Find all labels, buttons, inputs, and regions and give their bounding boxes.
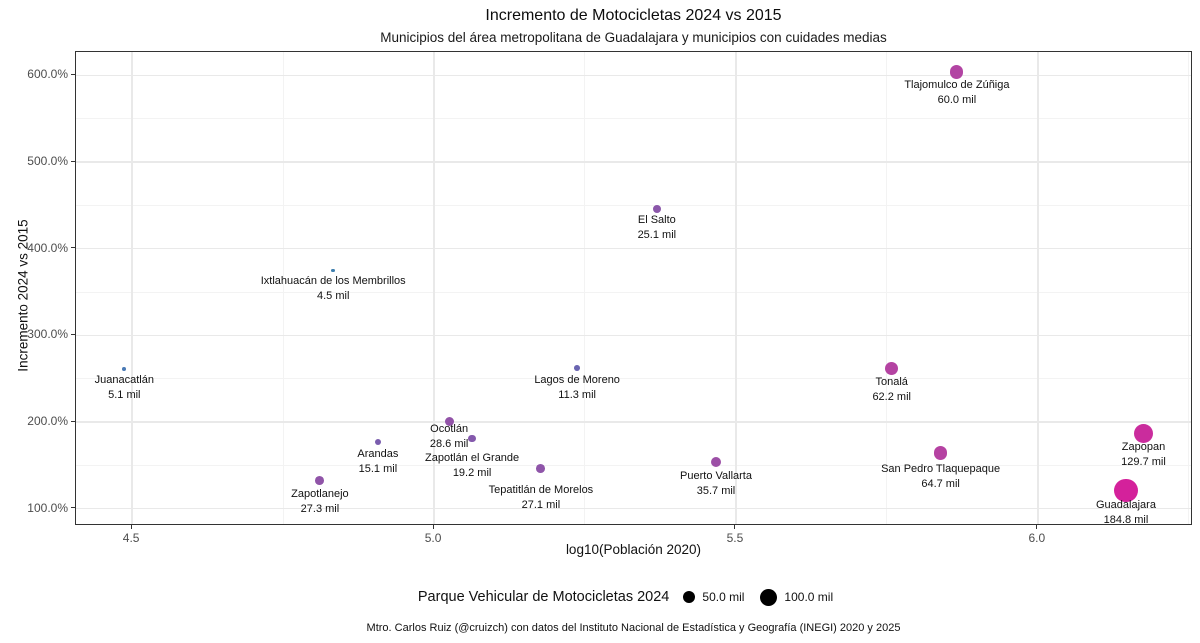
- point-name-label: Juanacatlán: [94, 374, 154, 387]
- gridline-x-minor: [886, 52, 888, 524]
- point-name-label: Arandas: [357, 448, 399, 461]
- gridline-x-major: [1037, 52, 1039, 524]
- gridline-x-major: [433, 52, 435, 524]
- gridline-y-major: [76, 421, 1191, 423]
- data-point: [950, 65, 964, 79]
- legend-size-dot: [683, 590, 696, 603]
- data-point: [468, 434, 476, 443]
- y-axis-tick: [71, 247, 75, 249]
- y-axis-tick: [71, 160, 75, 162]
- point-name-label: Puerto Vallarta: [680, 469, 752, 482]
- point-value-label: 184.8 mil: [1103, 514, 1149, 527]
- point-name-label: Tlajomulco de Zúñiga: [904, 78, 1010, 91]
- point-value-label: 5.1 mil: [108, 389, 141, 402]
- point-value-label: 60.0 mil: [937, 93, 977, 106]
- point-value-label: 27.1 mil: [521, 499, 561, 512]
- point-value-label: 129.7 mil: [1121, 455, 1166, 468]
- data-point: [933, 446, 948, 461]
- point-value-label: 19.2 mil: [452, 467, 492, 480]
- legend-size-label: 100.0 mil: [784, 590, 834, 604]
- point-value-label: 28.6 mil: [429, 437, 469, 450]
- gridline-y-minor: [76, 378, 1191, 380]
- data-point: [710, 456, 722, 467]
- x-tick-label: 5.5: [726, 531, 744, 545]
- point-value-label: 25.1 mil: [637, 229, 677, 242]
- x-axis-tick: [130, 525, 132, 529]
- point-name-label: Zapotlán el Grande: [424, 452, 520, 465]
- point-value-label: 35.7 mil: [696, 484, 736, 497]
- y-tick-label: 200.0%: [27, 414, 68, 428]
- data-point: [444, 416, 454, 426]
- data-point: [536, 464, 546, 474]
- gridline-y-minor: [76, 291, 1191, 293]
- y-axis-tick: [71, 507, 75, 509]
- x-tick-label: 6.0: [1028, 531, 1046, 545]
- point-name-label: El Salto: [637, 214, 676, 227]
- gridline-x-minor: [282, 52, 284, 524]
- gridline-y-minor: [76, 464, 1191, 466]
- point-value-label: 15.1 mil: [358, 463, 398, 476]
- y-tick-label: 100.0%: [27, 500, 68, 515]
- point-value-label: 11.3 mil: [558, 389, 596, 402]
- chart-caption: Mtro. Carlos Ruiz (@cruizch) con datos d…: [366, 622, 901, 634]
- point-name-label: Ocotlán: [430, 422, 469, 435]
- data-point: [331, 268, 335, 273]
- data-point: [1114, 478, 1138, 503]
- y-tick-label: 300.0%: [27, 327, 68, 342]
- gridline-y-major: [76, 74, 1191, 77]
- point-value-label: 64.7 mil: [921, 478, 960, 491]
- y-axis-tick: [71, 73, 75, 75]
- y-axis-title: Incremento 2024 vs 2015: [15, 219, 31, 372]
- gridline-x-minor: [584, 52, 586, 524]
- data-point: [374, 438, 382, 446]
- point-value-label: 27.3 mil: [300, 502, 340, 515]
- point-name-label: Zapopan: [1121, 440, 1166, 453]
- gridline-y-major: [76, 161, 1191, 163]
- legend-size-label: 50.0 mil: [702, 590, 745, 604]
- gridline-x-major: [131, 52, 133, 524]
- gridline-y-major: [76, 507, 1191, 510]
- x-axis-tick: [1036, 525, 1038, 529]
- y-tick-label: 400.0%: [27, 240, 68, 255]
- data-point: [574, 365, 580, 372]
- x-axis-tick: [432, 525, 434, 529]
- plot-panel: Juanacatlán 5.1 mil Zapotlanejo 27.3 mil Ixt…: [75, 51, 1192, 527]
- gridline-y-minor: [76, 118, 1191, 120]
- point-name-label: Zapotlanejo: [291, 487, 349, 500]
- data-point: [1133, 423, 1154, 443]
- point-name-label: Lagos de Moreno: [534, 374, 620, 387]
- gridline-y-major: [76, 247, 1191, 250]
- point-name-label: San Pedro Tlaquepaque: [881, 463, 1001, 476]
- data-point: [885, 361, 899, 375]
- point-value-label: 4.5 mil: [317, 290, 350, 303]
- point-name-label: Tonalá: [875, 375, 908, 388]
- y-tick-label: 500.0%: [27, 154, 68, 169]
- x-tick-label: 4.5: [122, 531, 140, 545]
- gridline-y-minor: [76, 204, 1191, 206]
- data-point: [122, 367, 127, 372]
- point-name-label: Tepatitlán de Morelos: [488, 484, 594, 497]
- y-axis-tick: [71, 333, 75, 335]
- x-tick-label: 5.0: [424, 531, 442, 545]
- chart-title: Incremento de Motocicletas 2024 vs 2015: [485, 7, 782, 24]
- data-point: [652, 204, 662, 214]
- point-name-label: Ixtlahuacán de los Membrillos: [260, 275, 406, 288]
- x-axis-title: log10(Población 2020): [565, 542, 702, 557]
- gridline-y-major: [76, 334, 1191, 337]
- point-value-label: 62.2 mil: [872, 390, 911, 403]
- point-name-label: Guadalajara: [1096, 499, 1156, 512]
- x-axis-tick: [734, 525, 736, 529]
- size-legend: Parque Vehicular de Motocicletas 2024 50…: [75, 583, 1192, 611]
- gridline-x-major: [735, 52, 737, 524]
- data-point: [315, 475, 325, 485]
- gridline-x-minor: [1188, 52, 1190, 524]
- legend-title: Parque Vehicular de Motocicletas 2024: [417, 589, 670, 605]
- y-axis-tick: [71, 420, 75, 422]
- chart-subtitle: Municipios del área metropolitana de Gua…: [380, 30, 887, 45]
- legend-size-dot: [760, 588, 778, 606]
- y-tick-label: 600.0%: [27, 67, 68, 82]
